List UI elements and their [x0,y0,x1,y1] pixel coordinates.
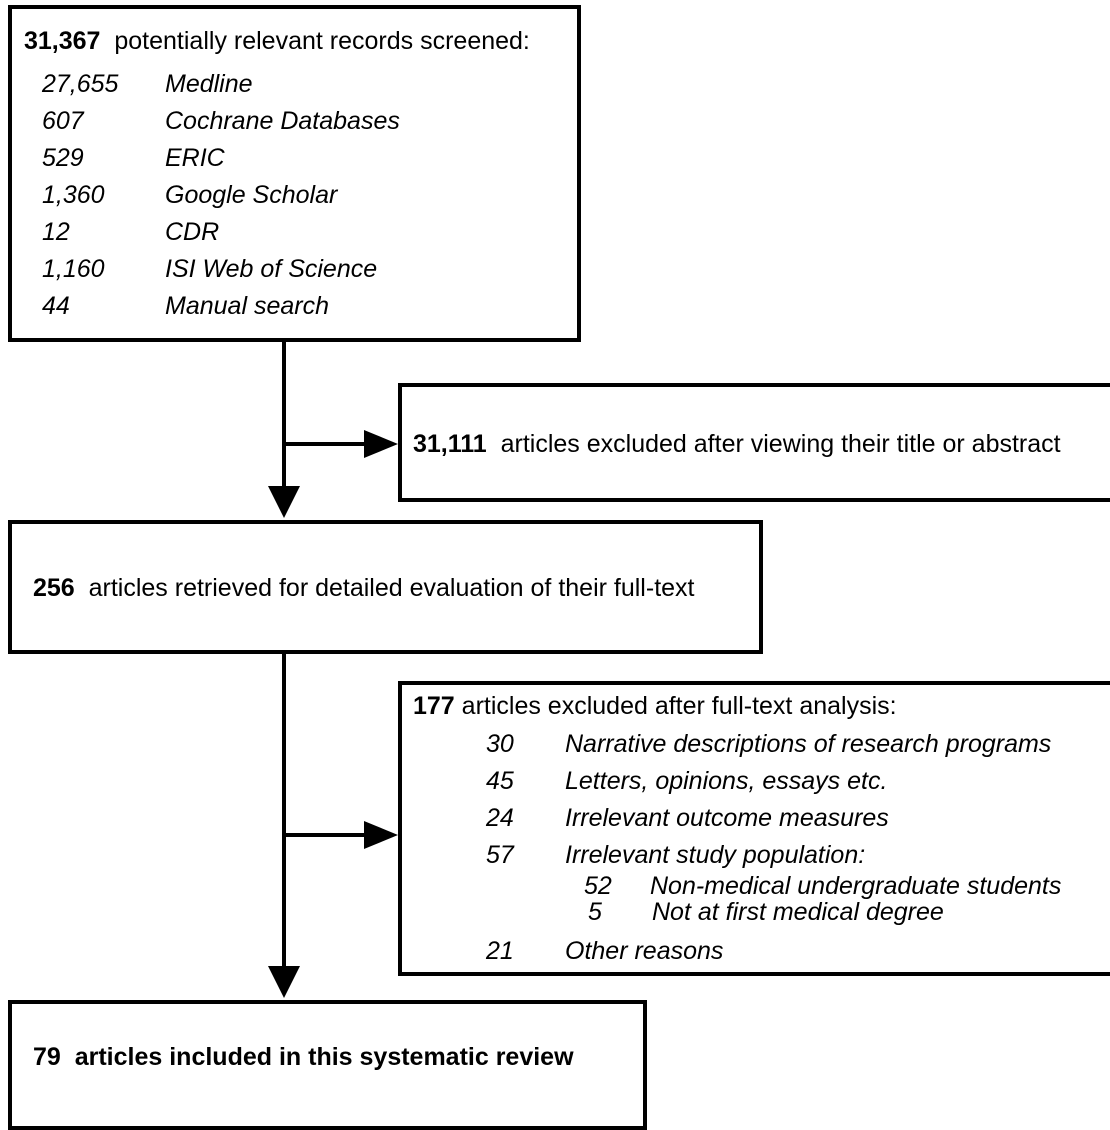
screened-header: 31,367 potentially relevant records scre… [24,26,530,56]
subreason-count: 52 [584,872,612,900]
excluded-fulltext-header: 177 articles excluded after full-text an… [413,691,897,721]
excluded-fulltext-box [398,681,1110,976]
reason-name: Letters, opinions, essays etc. [565,767,888,795]
subreason-name: Not at first medical degree [652,898,944,926]
arrowhead-right-1 [364,430,398,458]
source-count: 1,160 [42,255,105,283]
retrieved-box [8,520,763,654]
source-count: 607 [42,107,84,135]
source-name: Cochrane Databases [165,107,400,135]
excluded-title-count: 31,111 [413,430,487,458]
screened-label: potentially relevant records screened: [114,27,530,55]
reason-count: 45 [486,767,514,795]
included-count: 79 [33,1043,61,1071]
included-text: 79 articles included in this systematic … [33,1042,574,1072]
source-name: ERIC [165,144,225,172]
source-count: 1,360 [42,181,105,209]
reason-name: Other reasons [565,937,724,965]
arrowhead-down-2 [268,966,300,998]
excluded-title-text: 31,111 articles excluded after viewing t… [413,429,1061,459]
source-name: CDR [165,218,220,246]
screened-count: 31,367 [24,27,101,55]
retrieved-label: articles retrieved for detailed evaluati… [88,574,695,602]
source-name: Manual search [165,292,329,320]
retrieved-count: 256 [33,574,75,602]
included-label: articles included in this systematic rev… [74,1043,574,1071]
reason-name: Narrative descriptions of research progr… [565,730,1052,758]
excluded-fulltext-label: articles excluded after full-text analys… [461,692,897,720]
subreason-count: 5 [588,898,602,926]
source-name: Medline [165,70,253,98]
source-count: 27,655 [42,70,119,98]
excluded-fulltext-count: 177 [413,692,455,720]
excluded-title-label: articles excluded after viewing their ti… [500,430,1061,458]
reason-count: 21 [486,937,514,965]
excluded-title-box [398,383,1110,502]
flow-arrows [268,342,398,998]
source-name: Google Scholar [165,181,338,209]
source-count: 12 [42,218,70,246]
subreason-name: Non-medical undergraduate students [650,872,1062,900]
source-name: ISI Web of Science [165,255,378,283]
reason-name: Irrelevant study population: [565,841,866,869]
arrowhead-right-2 [364,821,398,849]
screened-box [8,5,581,342]
reason-count: 57 [486,841,514,869]
source-count: 44 [42,292,70,320]
reason-count: 24 [486,804,514,832]
source-count: 529 [42,144,84,172]
reason-name: Irrelevant outcome measures [565,804,889,832]
retrieved-text: 256 articles retrieved for detailed eval… [33,573,694,603]
arrowhead-down-1 [268,486,300,518]
reason-count: 30 [486,730,514,758]
